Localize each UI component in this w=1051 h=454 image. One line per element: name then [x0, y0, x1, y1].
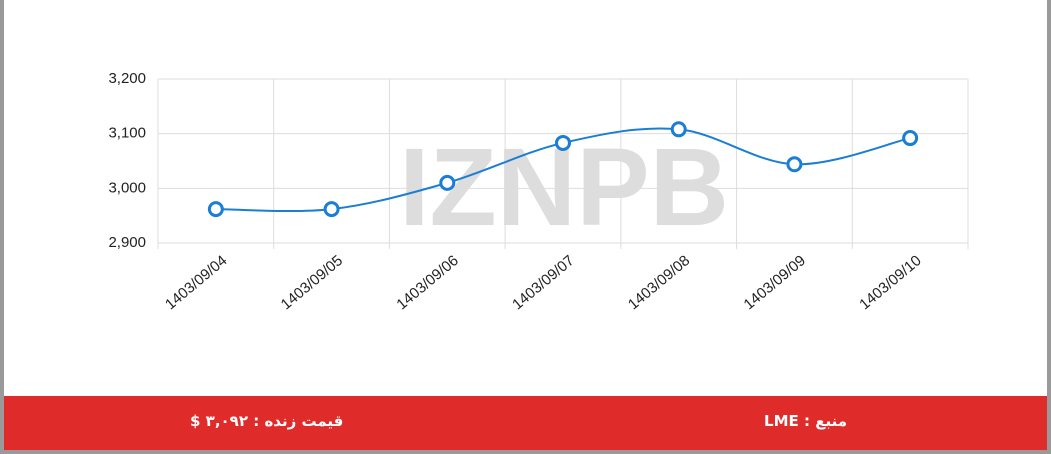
- point: [786, 156, 803, 173]
- x-tick-label: 1403/09/10: [856, 252, 924, 313]
- point: [902, 130, 919, 147]
- x-tick-label: 1403/09/06: [393, 252, 461, 313]
- y-tick-label: 3,100: [108, 125, 146, 142]
- point: [439, 174, 456, 191]
- source: منبع : LME: [764, 412, 847, 430]
- y-tick-label: 3,000: [108, 179, 146, 196]
- y-tick-label: 2,900: [108, 234, 146, 251]
- page: IZNPB 2,900 3,000 3,100 3,200 1403/09/04 1403…: [4, 0, 1047, 450]
- footer: منبع : LME قیمت زنده : ۳,۰۹۲ $: [4, 396, 1047, 450]
- point: [323, 201, 340, 218]
- x-tick-label: 1403/09/07: [509, 252, 577, 313]
- x-tick-label: 1403/09/09: [741, 252, 809, 313]
- point: [207, 201, 224, 218]
- point: [555, 134, 571, 151]
- y-tick-label: 3,200: [108, 70, 146, 87]
- x-tick-label: 1403/09/04: [162, 252, 230, 313]
- live-price: قیمت زنده : ۳,۰۹۲ $: [190, 412, 344, 430]
- point: [670, 121, 687, 138]
- x-tick-label: 1403/09/05: [278, 252, 346, 313]
- x-tick-label: 1403/09/08: [625, 252, 693, 313]
